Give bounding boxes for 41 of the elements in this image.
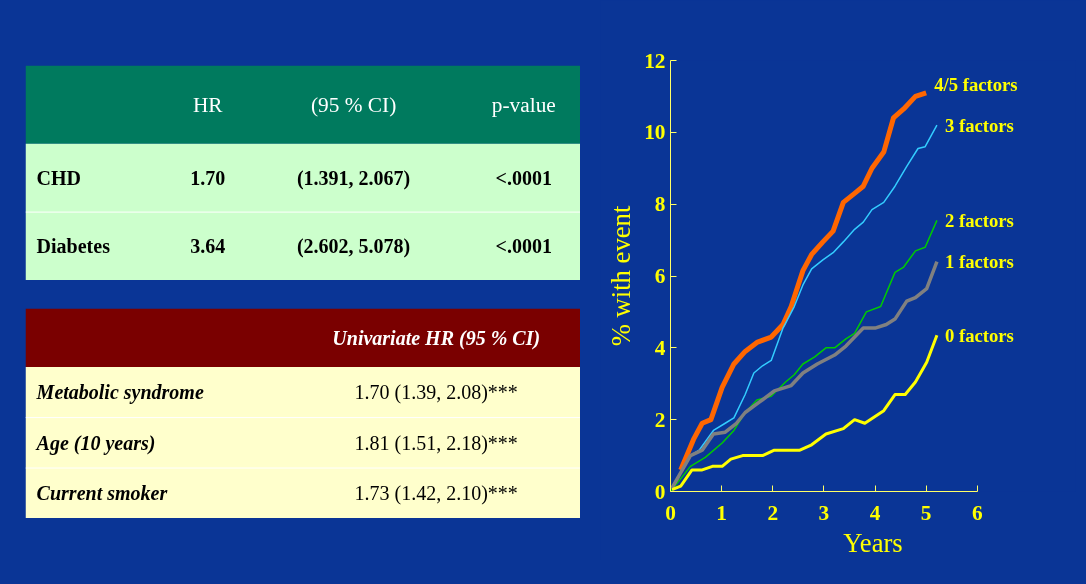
y-tick-label: 0 bbox=[654, 479, 666, 504]
x-axis-title: Years bbox=[843, 527, 903, 558]
x-tick-label: 1 bbox=[716, 500, 727, 525]
y-tick-label: 6 bbox=[654, 264, 666, 288]
x-tick-label: 3 bbox=[818, 500, 830, 525]
text: 1.73 (1.42, 2.10)*** bbox=[354, 482, 518, 505]
x-tick-label: 4 bbox=[869, 500, 881, 525]
category-label: HR bbox=[192, 92, 224, 117]
text: (2.602, 5.078) bbox=[296, 235, 411, 258]
series-label: 1 factors bbox=[944, 251, 1014, 273]
x-tick-label: 2 bbox=[767, 500, 779, 525]
text: <.0001 bbox=[495, 166, 552, 189]
category-label: Metabolic syndrome bbox=[36, 381, 204, 404]
category-label: Diabetes bbox=[36, 235, 110, 258]
text: 1.81 (1.51, 2.18)*** bbox=[354, 431, 518, 454]
category-label: Current smoker bbox=[36, 482, 168, 505]
category-label: (95 % CI) bbox=[310, 92, 397, 117]
series-label: 3 factors bbox=[944, 114, 1014, 136]
series-label: 4/5 factors bbox=[934, 74, 1018, 96]
y-tick-label: 2 bbox=[654, 407, 666, 432]
text: 1.70 bbox=[190, 166, 226, 189]
series-label: 2 factors bbox=[944, 209, 1014, 231]
text: <.0001 bbox=[495, 235, 552, 258]
line-series bbox=[670, 219, 938, 492]
y-tick-label: 10 bbox=[644, 120, 666, 145]
x-tick-label: 6 bbox=[971, 500, 983, 525]
text: 3.64 bbox=[190, 235, 226, 258]
x-tick-label: 5 bbox=[920, 500, 932, 525]
text: (1.391, 2.067) bbox=[296, 166, 411, 189]
series-label: 0 factors bbox=[944, 324, 1014, 346]
y-axis-title: % with event bbox=[606, 205, 637, 347]
line-series bbox=[670, 259, 939, 490]
category-label: CHD bbox=[36, 166, 82, 189]
category-label: p-value bbox=[491, 92, 556, 117]
y-tick-label: 12 bbox=[644, 48, 666, 73]
text: 1.70 (1.39, 2.08)*** bbox=[354, 381, 518, 404]
category-label: Univariate HR (95 % CI) bbox=[332, 326, 541, 350]
y-tick-label: 8 bbox=[654, 192, 666, 217]
category-label: Age (10 years) bbox=[36, 431, 156, 454]
y-tick-label: 4 bbox=[654, 335, 666, 360]
line-series bbox=[670, 333, 939, 492]
